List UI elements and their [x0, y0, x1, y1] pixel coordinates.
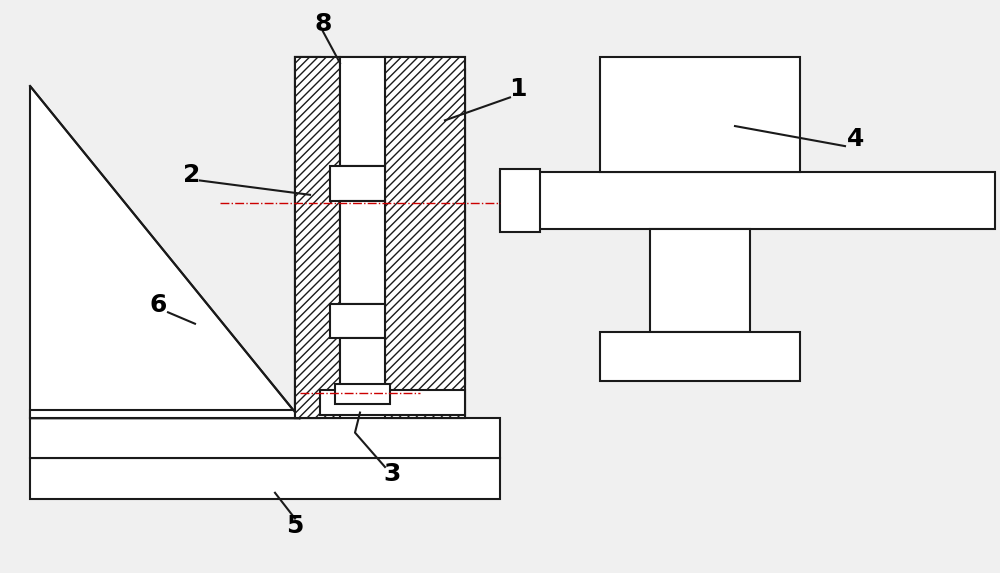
Bar	[600, 332, 800, 381]
Text: 3: 3	[383, 462, 401, 486]
Bar	[395, 69, 465, 384]
Bar	[330, 166, 385, 201]
Bar	[320, 390, 465, 415]
Text: 8: 8	[314, 12, 332, 36]
Text: 5: 5	[286, 514, 304, 538]
Bar	[30, 458, 500, 499]
Text: 6: 6	[149, 293, 167, 317]
Text: 1: 1	[509, 77, 527, 101]
Bar	[335, 384, 390, 404]
Text: 2: 2	[183, 163, 201, 187]
Bar	[500, 172, 995, 229]
Polygon shape	[30, 86, 300, 418]
Bar	[330, 304, 385, 338]
Bar	[295, 57, 320, 418]
Bar	[385, 57, 465, 418]
Bar	[295, 57, 465, 418]
Bar	[340, 338, 385, 390]
Bar	[340, 201, 385, 304]
Bar	[30, 410, 300, 418]
Bar	[340, 57, 385, 166]
Text: 4: 4	[847, 127, 865, 151]
Bar	[295, 57, 340, 418]
Bar	[650, 229, 750, 332]
Bar	[500, 169, 540, 232]
Bar	[30, 418, 500, 458]
Bar	[600, 57, 800, 172]
